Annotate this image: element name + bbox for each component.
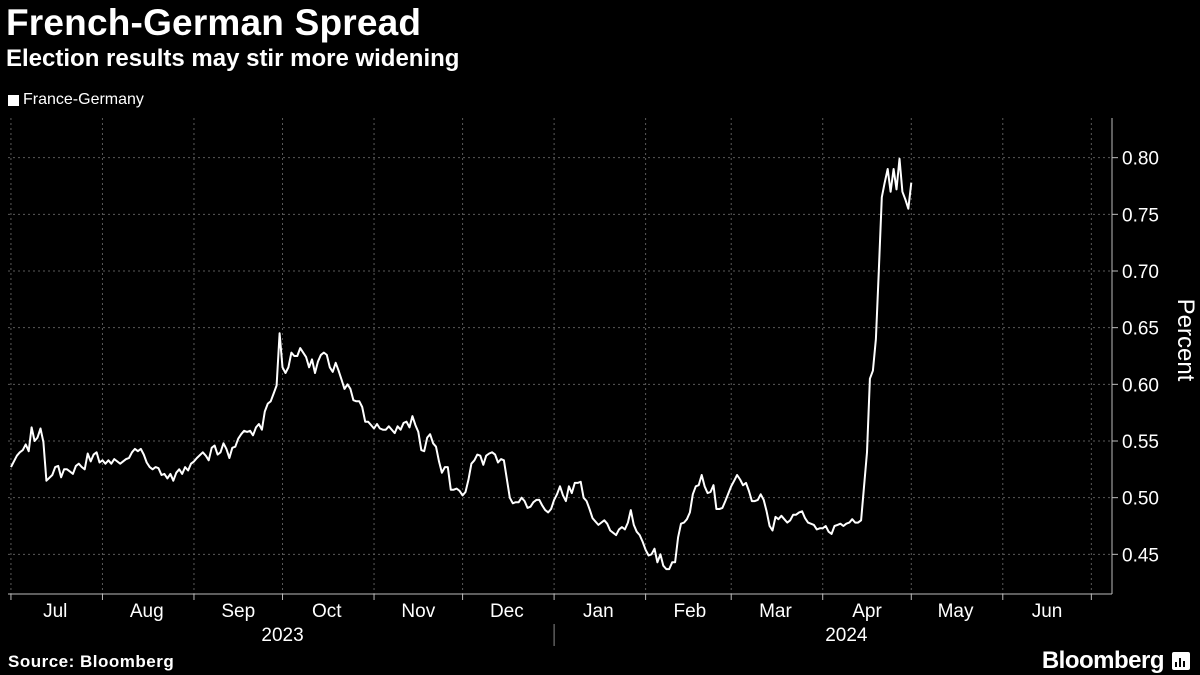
x-tick-label: Aug — [130, 601, 164, 622]
x-tick-label: Dec — [490, 601, 524, 622]
y-tick-label: 0.75 — [1122, 205, 1159, 226]
y-tick-label: 0.50 — [1122, 489, 1159, 510]
series-line-france-germany — [10, 157, 913, 571]
source-note: Source: Bloomberg — [8, 652, 175, 671]
axes: 0.45 0.50 0.55 0.60 0.65 0.70 0.75 0.80 Jul Aug Se… — [8, 118, 1199, 646]
x-tick-label: Feb — [674, 601, 707, 622]
x-tick-label: Jun — [1032, 601, 1063, 622]
grid — [8, 118, 1112, 594]
x-tick-label: Jul — [43, 601, 67, 622]
x-tick-label: Sep — [221, 601, 255, 622]
x-tick-label: Apr — [852, 601, 882, 622]
y-tick-label: 0.60 — [1122, 375, 1159, 396]
x-tick-label: Oct — [312, 601, 342, 622]
series — [10, 157, 913, 571]
y-tick-label: 0.65 — [1122, 319, 1159, 340]
y-tick-label: 0.45 — [1122, 545, 1159, 566]
year-label: 2024 — [825, 625, 868, 646]
bloomberg-chart-icon — [1172, 652, 1190, 670]
legend: France-Germany — [8, 91, 144, 109]
x-tick-label: Mar — [759, 601, 792, 622]
chart-subtitle: Election results may stir more widening — [6, 45, 460, 72]
y-tick-label: 0.80 — [1122, 149, 1159, 170]
legend-label: France-Germany — [23, 91, 144, 108]
y-tick-label: 0.55 — [1122, 432, 1159, 453]
y-tick-label: 0.70 — [1122, 262, 1159, 283]
legend-swatch — [8, 94, 19, 106]
x-tick-label: May — [938, 601, 974, 622]
brand-logo: Bloomberg — [1042, 647, 1190, 675]
x-tick-label: Jan — [583, 601, 614, 622]
year-label: 2023 — [261, 625, 303, 646]
x-tick-label: Nov — [401, 601, 435, 622]
brand-name: Bloomberg — [1041, 647, 1165, 674]
y-axis-title: Percent — [1172, 299, 1199, 382]
chart-title: French-German Spread — [6, 2, 422, 43]
